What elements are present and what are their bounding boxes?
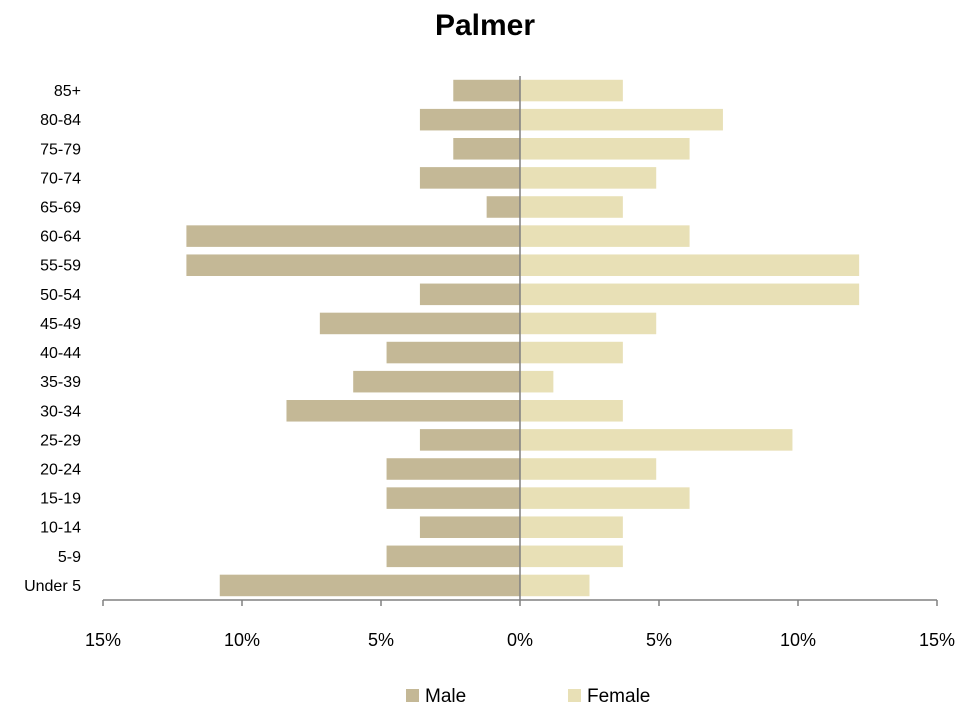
- bar-female-12: [520, 429, 793, 451]
- bar-female-3: [520, 167, 657, 189]
- x-axis: 15% 10% 5% 0% 5% 10% 15%: [85, 599, 955, 650]
- bar-female-9: [520, 341, 623, 364]
- bar-female-10: [520, 370, 554, 393]
- bar-female-17: [520, 574, 590, 597]
- bar-female-11: [520, 400, 623, 422]
- bar-female-1: [520, 108, 723, 131]
- bar-male-16: [386, 545, 520, 568]
- category-label-0: 85+: [54, 83, 81, 100]
- legend-label-male: Male: [425, 686, 466, 707]
- category-labels: 85+ 80-84 75-79 70-74 65-69 60-64 55-59 50-54 45…: [24, 83, 81, 595]
- bar-male-5: [186, 225, 520, 247]
- category-label-16: 5-9: [58, 549, 81, 566]
- category-label-8: 45-49: [40, 316, 81, 333]
- x-tick-label-5: 10%: [780, 630, 816, 650]
- bar-male-4: [486, 196, 520, 218]
- bar-female-7: [520, 283, 860, 306]
- category-label-9: 40-44: [40, 345, 81, 362]
- bar-male-12: [419, 429, 520, 451]
- x-tick-label-0: 15%: [85, 630, 121, 650]
- x-tick-label-1: 10%: [224, 630, 260, 650]
- legend-label-female: Female: [587, 686, 650, 707]
- x-tick-label-4: 5%: [646, 630, 672, 650]
- bar-female-2: [520, 138, 690, 160]
- bar-female-13: [520, 458, 657, 480]
- category-label-10: 35-39: [40, 374, 81, 391]
- bar-female-4: [520, 196, 623, 218]
- category-label-14: 15-19: [40, 491, 81, 508]
- category-label-11: 30-34: [40, 403, 81, 420]
- x-tick-label-3: 0%: [507, 630, 533, 650]
- bar-female-15: [520, 516, 623, 538]
- bar-female-6: [520, 254, 860, 276]
- bar-male-1: [419, 108, 520, 131]
- category-label-3: 70-74: [40, 170, 81, 187]
- category-label-12: 25-29: [40, 432, 81, 449]
- bar-male-10: [353, 370, 520, 393]
- bar-female-14: [520, 487, 690, 509]
- category-label-6: 55-59: [40, 258, 81, 275]
- bar-male-11: [286, 400, 520, 422]
- x-tick-label-6: 15%: [919, 630, 955, 650]
- category-label-2: 75-79: [40, 141, 81, 158]
- category-label-5: 60-64: [40, 229, 81, 246]
- bar-male-0: [453, 79, 520, 102]
- category-label-1: 80-84: [40, 112, 81, 129]
- bar-female-5: [520, 225, 690, 247]
- category-label-7: 50-54: [40, 287, 81, 304]
- bar-male-2: [453, 138, 520, 160]
- bar-male-15: [419, 516, 520, 538]
- bar-male-17: [219, 574, 520, 597]
- bar-male-3: [419, 167, 520, 189]
- category-label-17: Under 5: [24, 578, 81, 595]
- bar-female-8: [520, 312, 657, 335]
- bar-male-8: [319, 312, 520, 335]
- chart-title: Palmer: [435, 9, 535, 42]
- bar-male-7: [419, 283, 520, 306]
- bar-female-16: [520, 545, 623, 568]
- bar-male-6: [186, 254, 520, 276]
- bar-male-13: [386, 458, 520, 480]
- bars-group: [186, 79, 860, 597]
- bar-male-14: [386, 487, 520, 509]
- category-label-15: 10-14: [40, 520, 81, 537]
- x-tick-label-2: 5%: [368, 630, 394, 650]
- legend-swatch-female: [568, 689, 581, 702]
- category-label-13: 20-24: [40, 462, 81, 479]
- bar-female-0: [520, 79, 623, 102]
- bar-male-9: [386, 341, 520, 364]
- legend-swatch-male: [406, 689, 419, 702]
- category-label-4: 65-69: [40, 200, 81, 217]
- legend: Male Female: [406, 686, 650, 707]
